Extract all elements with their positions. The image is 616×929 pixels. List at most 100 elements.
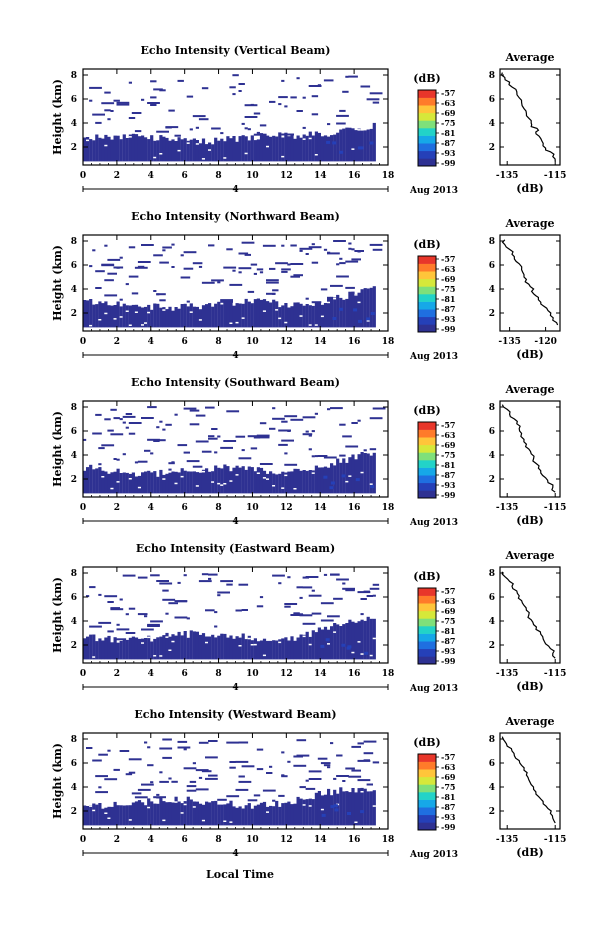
heatmap-cell <box>305 631 309 660</box>
heatmap-cell <box>284 415 298 418</box>
colorbar-swatch <box>418 309 436 318</box>
heatmap-cell <box>171 243 175 246</box>
heatmap-cell <box>147 438 160 441</box>
heatmap-cell <box>296 637 300 660</box>
heatmap-cell <box>363 759 370 762</box>
heatmap-cell <box>305 576 319 578</box>
heatmap-cell <box>323 573 328 576</box>
heatmap-cell <box>86 300 90 328</box>
heatmap-gap <box>360 653 364 655</box>
heatmap-cell <box>235 609 242 612</box>
y-tick-label: 8 <box>71 403 77 413</box>
colorbar-frame <box>417 587 437 665</box>
heatmap-cell <box>186 637 190 660</box>
colorbar-swatch <box>418 776 436 785</box>
y-tick-label: 2 <box>71 807 77 817</box>
heatmap-cell <box>104 637 108 660</box>
heatmap-cell <box>162 249 166 252</box>
colorbar-swatch <box>418 143 436 152</box>
heatmap-cell <box>232 806 236 826</box>
heatmap-cell <box>244 136 248 162</box>
heatmap-cell <box>266 301 270 328</box>
heatmap-cell <box>83 805 87 826</box>
heatmap-cell <box>205 756 218 759</box>
heatmap-cell <box>345 298 349 328</box>
heatmap-gap <box>104 144 108 147</box>
heatmap-cell <box>366 129 370 162</box>
colorbar-swatch <box>418 814 436 823</box>
heatmap-cell <box>153 803 157 826</box>
heatmap-cell <box>229 301 233 328</box>
heatmap-cell <box>131 792 142 795</box>
colorbar-tick-label: -69 <box>441 274 456 284</box>
heatmap-cell <box>220 300 233 303</box>
heatmap-cell <box>162 756 172 759</box>
heatmap-cell <box>150 472 154 494</box>
heatmap-cell <box>159 135 163 162</box>
heatmap-cell <box>311 430 315 433</box>
heatmap-cell <box>330 742 334 745</box>
heatmap-cell <box>174 141 178 162</box>
heatmap-cell <box>302 134 306 162</box>
heatmap-cells <box>83 240 383 328</box>
heatmap-cell <box>284 105 288 108</box>
heatmap-cell <box>95 641 99 660</box>
heatmap-cell <box>205 636 209 660</box>
heatmap-cell <box>317 455 328 457</box>
heatmap-gap <box>253 643 257 646</box>
x-tick-label: 10 <box>246 835 259 845</box>
heatmap-cell <box>147 102 160 104</box>
heatmap-cell <box>311 630 315 660</box>
heatmap-cell <box>137 306 142 328</box>
heatmap-cell <box>348 792 352 826</box>
heatmap-cell <box>229 800 233 826</box>
heatmap-cell <box>330 135 334 162</box>
heatmap-cell <box>348 619 352 660</box>
heatmap-cell <box>336 458 340 494</box>
heatmap-cell <box>241 241 255 244</box>
heatmap-cell <box>293 302 297 328</box>
heatmap-cell <box>348 242 352 245</box>
x-tick-label: 6 <box>182 171 188 181</box>
heatmap-cell <box>325 638 330 642</box>
x-tick-label: 0 <box>80 503 86 513</box>
heatmap-cell <box>253 805 257 826</box>
heatmap-cell <box>141 628 154 631</box>
heatmap-cell <box>128 422 142 424</box>
heatmap-cell <box>232 136 236 162</box>
heatmap-cell <box>372 101 380 104</box>
heatmap-gap <box>180 812 184 814</box>
heatmap-cell <box>305 799 309 826</box>
heatmap-cell <box>290 804 294 826</box>
heatmap-cell <box>238 267 252 270</box>
heatmap-gap <box>235 474 239 476</box>
x-tick-label: 16 <box>348 835 361 845</box>
heatmap-cell <box>147 625 160 627</box>
heatmap-cell <box>107 118 111 121</box>
heatmap-cell <box>116 638 127 641</box>
heatmap-cell <box>214 625 218 628</box>
heatmap-cell <box>238 457 252 460</box>
heatmap-cell <box>159 299 166 302</box>
heatmap-cell <box>363 453 367 494</box>
heatmap-cell <box>334 808 339 812</box>
heatmap-cell <box>296 754 310 757</box>
heatmap-cell <box>186 306 190 328</box>
heatmap-cell <box>101 640 105 660</box>
heatmap-cell <box>299 798 303 826</box>
x-tick-label: 2 <box>114 669 120 679</box>
heatmap-cell <box>247 140 251 162</box>
heatmap-gap <box>201 158 206 160</box>
heatmap-cell <box>162 307 166 328</box>
heatmap-cell <box>144 638 148 660</box>
heatmap-gap <box>308 324 312 326</box>
heatmap-cell <box>269 640 273 660</box>
heatmap-cell <box>339 423 346 426</box>
heatmap-cell <box>339 297 343 328</box>
heatmap-cell <box>186 471 190 494</box>
heatmap-cell <box>92 634 96 660</box>
heatmap-cell <box>110 139 114 162</box>
heatmap-gap <box>354 294 358 296</box>
heatmap-cell <box>293 803 297 826</box>
heatmap-cell <box>278 794 285 797</box>
